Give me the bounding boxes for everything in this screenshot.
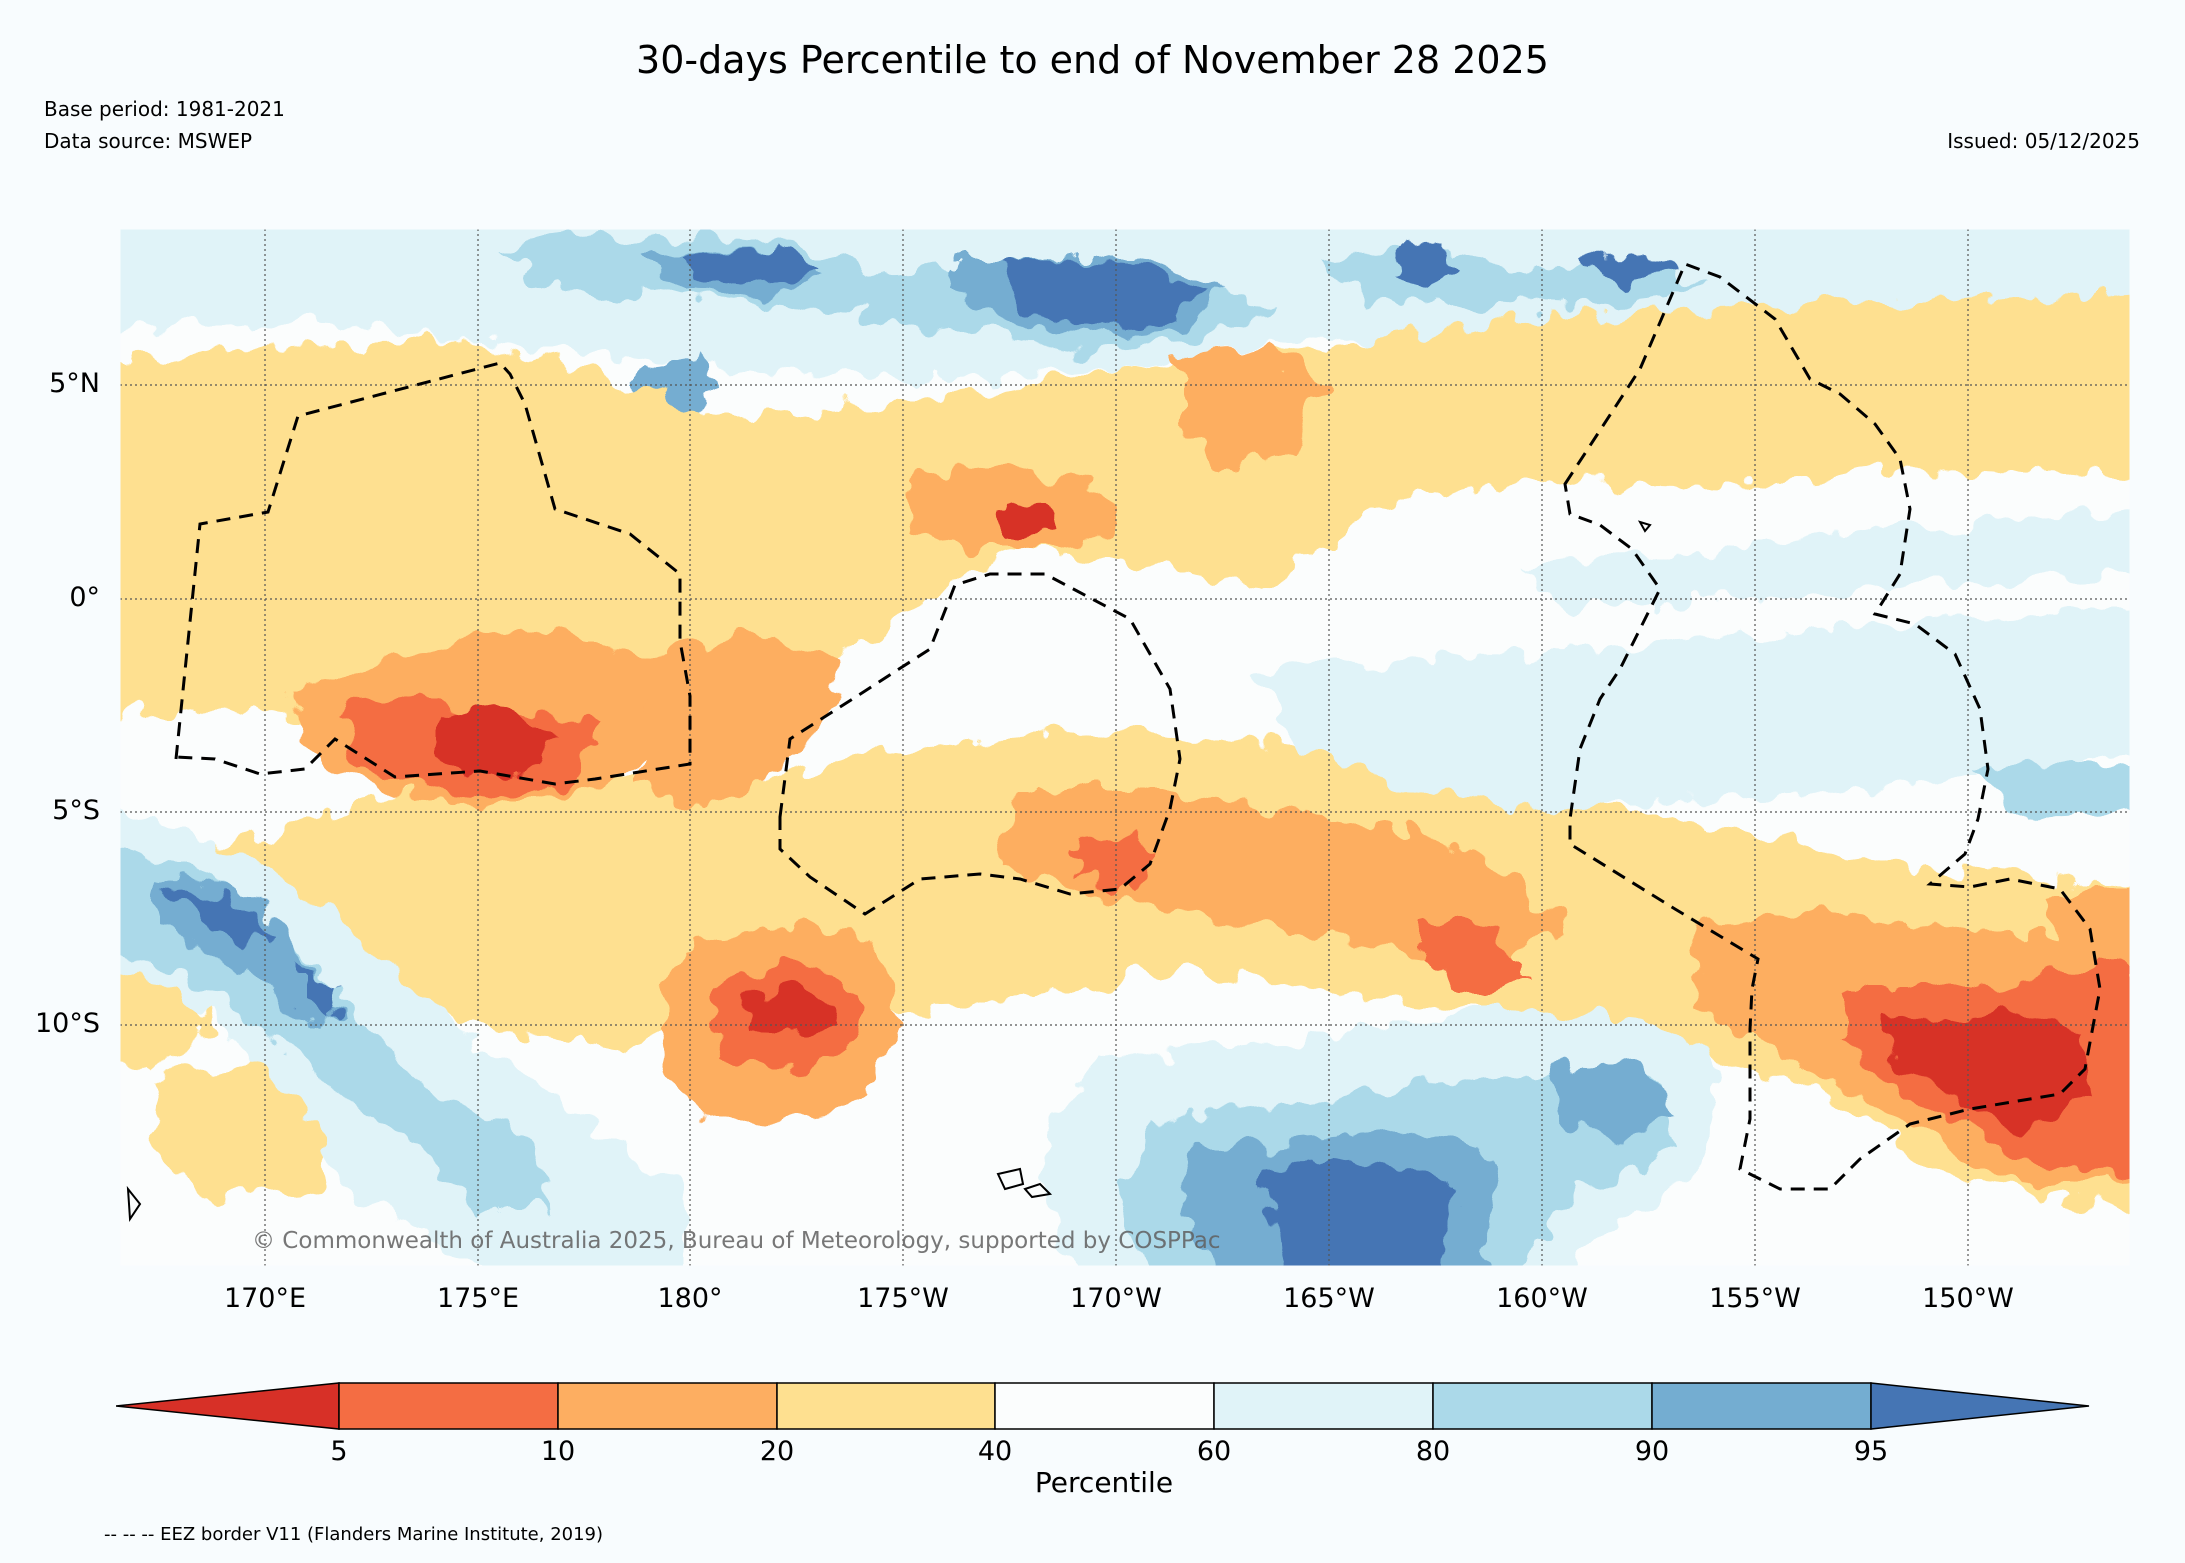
colorbar-bin bbox=[994, 1382, 1215, 1430]
lon-label: 150°W bbox=[1922, 1283, 2014, 1314]
colorbar-bin bbox=[1432, 1382, 1653, 1430]
colorbar-tick: 60 bbox=[1196, 1436, 1232, 1467]
copyright-credit: © Commonwealth of Australia 2025, Bureau… bbox=[252, 1228, 1221, 1254]
eez-borders bbox=[174, 262, 2102, 1191]
lon-label: 175°W bbox=[857, 1283, 949, 1314]
lon-label: 175°E bbox=[436, 1283, 520, 1314]
base-period: Base period: 1981-2021 bbox=[44, 97, 285, 121]
colorbar-tick: 80 bbox=[1415, 1436, 1451, 1467]
lat-label: 10°S bbox=[35, 1008, 100, 1039]
colorbar-tick: 10 bbox=[540, 1436, 576, 1467]
colorbar-tick: 20 bbox=[759, 1436, 795, 1467]
lon-label: 165°W bbox=[1283, 1283, 1375, 1314]
lon-label: 170°W bbox=[1070, 1283, 1162, 1314]
colorbar-extend-low bbox=[116, 1382, 340, 1430]
colorbar-tick: 40 bbox=[977, 1436, 1013, 1467]
data-source: Data source: MSWEP bbox=[44, 129, 253, 153]
colorbar-bin bbox=[1213, 1382, 1434, 1430]
lat-label: 5°N bbox=[49, 368, 100, 399]
islands bbox=[126, 520, 1652, 1223]
lon-label: 155°W bbox=[1709, 1283, 1801, 1314]
issued-date: Issued: 05/12/2025 bbox=[1947, 129, 2140, 153]
percentile-field bbox=[120, 229, 2130, 1266]
map-title: 30-days Percentile to end of November 28… bbox=[636, 38, 1549, 82]
colorbar-bin bbox=[338, 1382, 559, 1430]
lat-label: 0° bbox=[69, 582, 100, 613]
colorbar-extend-high bbox=[1870, 1382, 2090, 1430]
colorbar bbox=[116, 1382, 2090, 1430]
lon-label: 180° bbox=[657, 1283, 723, 1314]
colorbar-bin bbox=[557, 1382, 778, 1430]
eez-legend-note: -- -- -- EEZ border V11 (Flanders Marine… bbox=[104, 1524, 604, 1545]
colorbar-tick: 90 bbox=[1634, 1436, 1670, 1467]
colorbar-label: Percentile bbox=[1034, 1466, 1174, 1499]
lon-label: 160°W bbox=[1496, 1283, 1588, 1314]
lon-label: 170°E bbox=[223, 1283, 307, 1314]
colorbar-tick: 5 bbox=[330, 1436, 348, 1467]
lat-label: 5°S bbox=[52, 795, 100, 826]
colorbar-bin bbox=[1651, 1382, 1872, 1430]
graticule bbox=[120, 229, 2130, 1266]
colorbar-tick: 95 bbox=[1853, 1436, 1889, 1467]
colorbar-bin bbox=[776, 1382, 996, 1430]
percentile-map bbox=[120, 229, 2130, 1266]
